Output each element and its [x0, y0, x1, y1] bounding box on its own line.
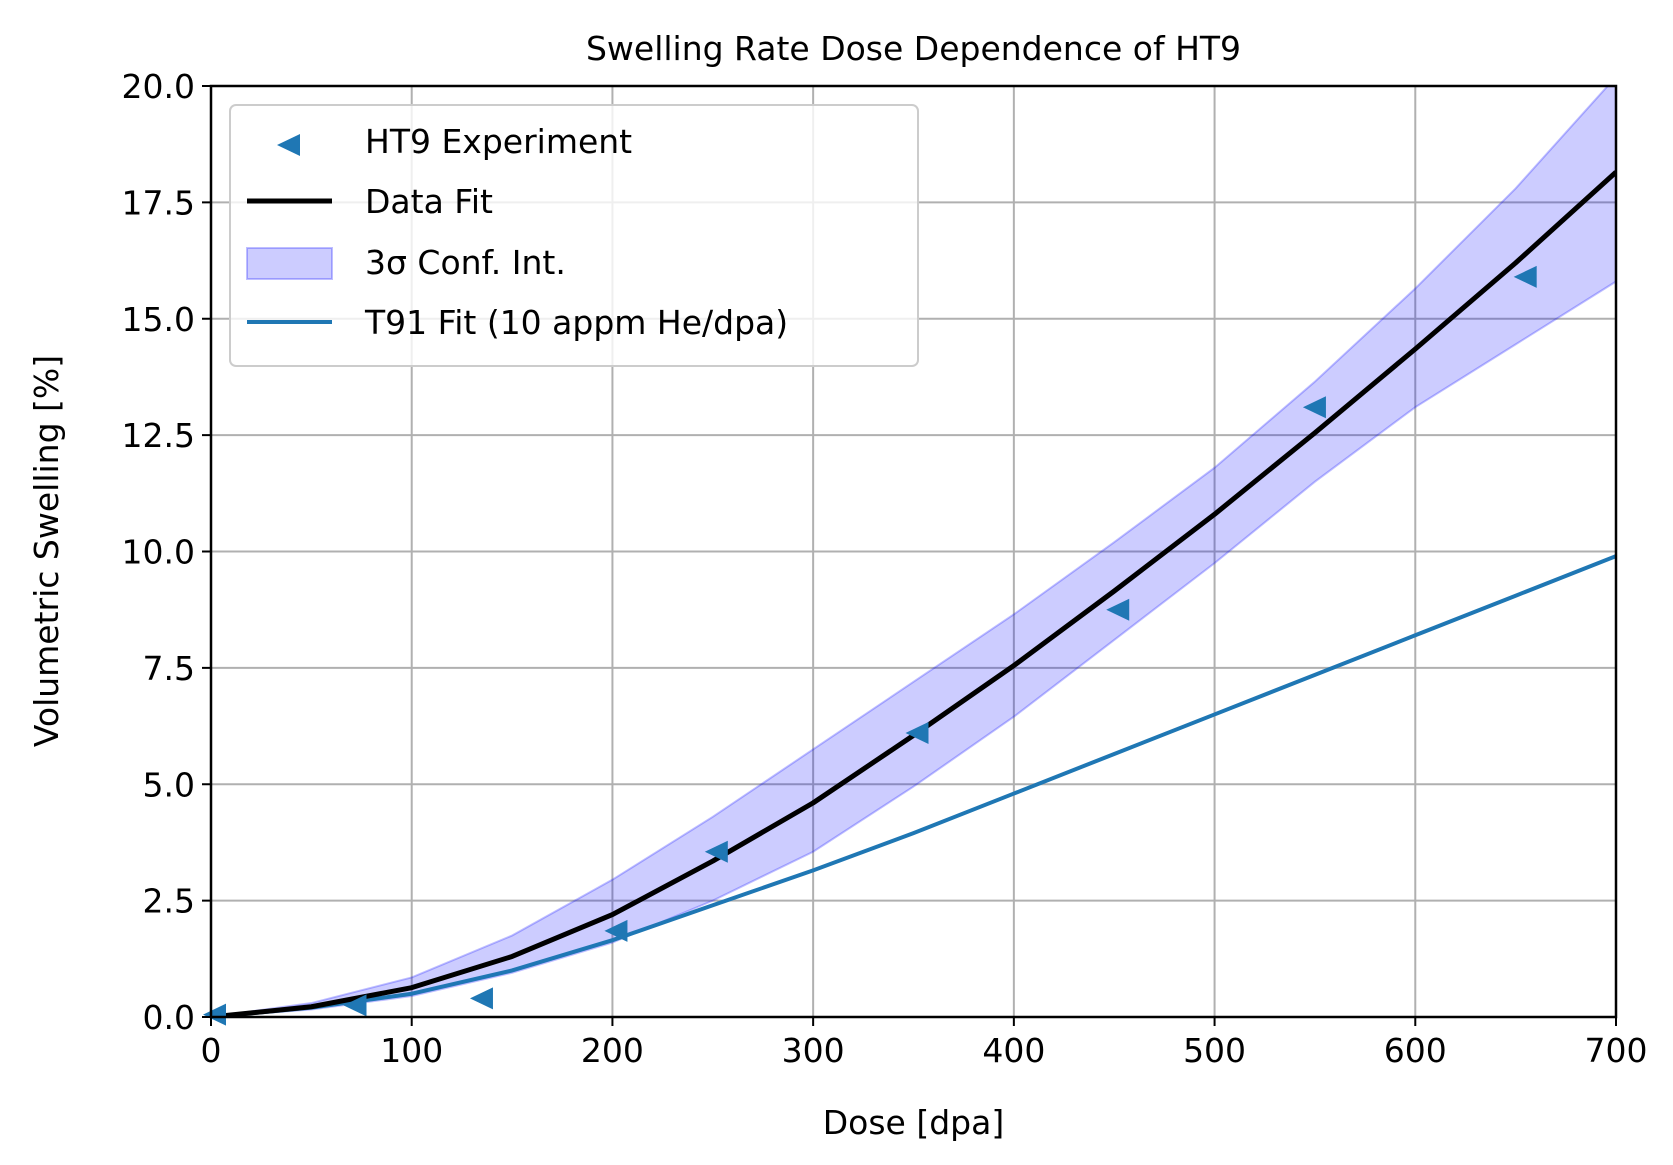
x-tick-label: 300 — [782, 1031, 845, 1070]
x-axis-label: Dose [dpa] — [823, 1103, 1004, 1142]
x-tick-label: 200 — [581, 1031, 644, 1070]
y-tick-label: 7.5 — [143, 649, 195, 688]
legend-marker-experiment — [277, 134, 300, 156]
x-tick-label: 600 — [1384, 1031, 1447, 1070]
y-tick-label: 12.5 — [122, 416, 195, 455]
y-axis-label: Volumetric Swelling [%] — [27, 355, 66, 747]
x-tick-label: 100 — [380, 1031, 443, 1070]
y-axis-ticks: 0.0 2.5 5.0 7.5 10.0 12.5 15.0 17.5 20.0 — [122, 67, 211, 1037]
experiment-point — [905, 722, 929, 745]
experiment-point — [203, 1003, 227, 1026]
legend-box — [229, 104, 919, 367]
experiment-point — [1106, 598, 1130, 621]
experiment-point — [469, 987, 493, 1010]
marker-layer — [203, 265, 1537, 1026]
t91-fit-line — [211, 554, 1616, 1017]
confidence-band — [211, 86, 1616, 1017]
y-tick-label: 15.0 — [122, 300, 195, 339]
x-tick-label: 500 — [1183, 1031, 1246, 1070]
legend-label-conf-int: 3σ Conf. Int. — [365, 243, 566, 282]
x-tick-label: 400 — [982, 1031, 1045, 1070]
experiment-point — [704, 840, 728, 863]
x-tick-label: 700 — [1585, 1031, 1648, 1070]
y-tick-label: 5.0 — [143, 765, 195, 804]
experiment-point — [1302, 396, 1326, 419]
x-tick-label: 0 — [201, 1031, 222, 1070]
y-tick-label: 2.5 — [143, 882, 195, 921]
experiment-point — [1513, 265, 1537, 288]
chart-title: Swelling Rate Dose Dependence of HT9 — [586, 29, 1241, 68]
x-axis-ticks: 0 100 200 300 400 500 600 700 — [201, 1017, 1648, 1070]
legend-patch-conf-int — [246, 247, 333, 280]
experiment-point — [604, 919, 628, 942]
y-tick-label: 20.0 — [122, 67, 195, 106]
confidence-band-layer — [211, 86, 1616, 1017]
y-tick-label: 10.0 — [122, 533, 195, 572]
legend: HT9 Experiment Data Fit 3σ Conf. Int. T9… — [229, 104, 919, 367]
y-tick-label: 17.5 — [122, 183, 195, 222]
legend-label-data-fit: Data Fit — [365, 182, 493, 221]
experiment-point — [343, 994, 367, 1017]
y-tick-label: 0.0 — [143, 998, 195, 1037]
legend-label-experiment: HT9 Experiment — [365, 122, 632, 161]
legend-label-t91: T91 Fit (10 appm He/dpa) — [364, 303, 788, 342]
